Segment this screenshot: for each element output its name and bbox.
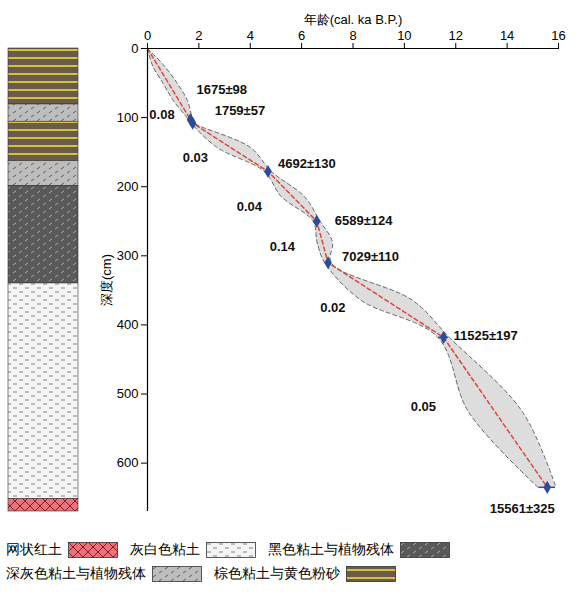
svg-text:500: 500 — [117, 386, 139, 401]
svg-text:4692±130: 4692±130 — [278, 156, 336, 171]
svg-text:0.08: 0.08 — [149, 107, 174, 122]
svg-text:0.14: 0.14 — [270, 239, 296, 254]
svg-text:400: 400 — [117, 317, 139, 332]
svg-text:12: 12 — [449, 28, 463, 43]
svg-text:0: 0 — [144, 28, 151, 43]
html-text:灰白色粘土: 灰白色粘土 — [130, 541, 200, 557]
html-text:黑色粘土与植物残体: 黑色粘土与植物残体 — [268, 541, 394, 557]
svg-text:200: 200 — [117, 179, 139, 194]
svg-text:0: 0 — [131, 41, 138, 56]
svg-text:2: 2 — [195, 28, 202, 43]
svg-text:0.02: 0.02 — [320, 300, 345, 315]
svg-text:0.03: 0.03 — [183, 150, 208, 165]
svg-text:6589±124: 6589±124 — [335, 213, 394, 228]
svg-text:7029±110: 7029±110 — [342, 249, 399, 264]
svg-text:1759±57: 1759±57 — [215, 103, 266, 118]
svg-text:1675±98: 1675±98 — [197, 82, 248, 97]
svg-text:100: 100 — [117, 110, 139, 125]
html-text:网状红土: 网状红土 — [6, 541, 62, 557]
svg-text:0.04: 0.04 — [237, 199, 263, 214]
svg-text:14: 14 — [500, 28, 514, 43]
html-text:棕色粘土与黄色粉砂: 棕色粘土与黄色粉砂 — [214, 565, 340, 581]
svg-text:15561±325: 15561±325 — [490, 501, 555, 516]
svg-text:600: 600 — [117, 455, 139, 470]
svg-text:深度(cm): 深度(cm) — [99, 254, 114, 306]
svg-text:0.05: 0.05 — [411, 398, 436, 413]
svg-text:11525±197: 11525±197 — [454, 328, 518, 343]
svg-text:8: 8 — [349, 28, 356, 43]
svg-text:年龄(cal. ka B.P.): 年龄(cal. ka B.P.) — [304, 12, 403, 27]
svg-text:4: 4 — [247, 28, 254, 43]
html-text:深灰色粘土与植物残体: 深灰色粘土与植物残体 — [6, 565, 146, 581]
svg-text:16: 16 — [551, 28, 565, 43]
svg-text:10: 10 — [397, 28, 411, 43]
svg-text:300: 300 — [117, 248, 139, 263]
svg-text:6: 6 — [298, 28, 305, 43]
